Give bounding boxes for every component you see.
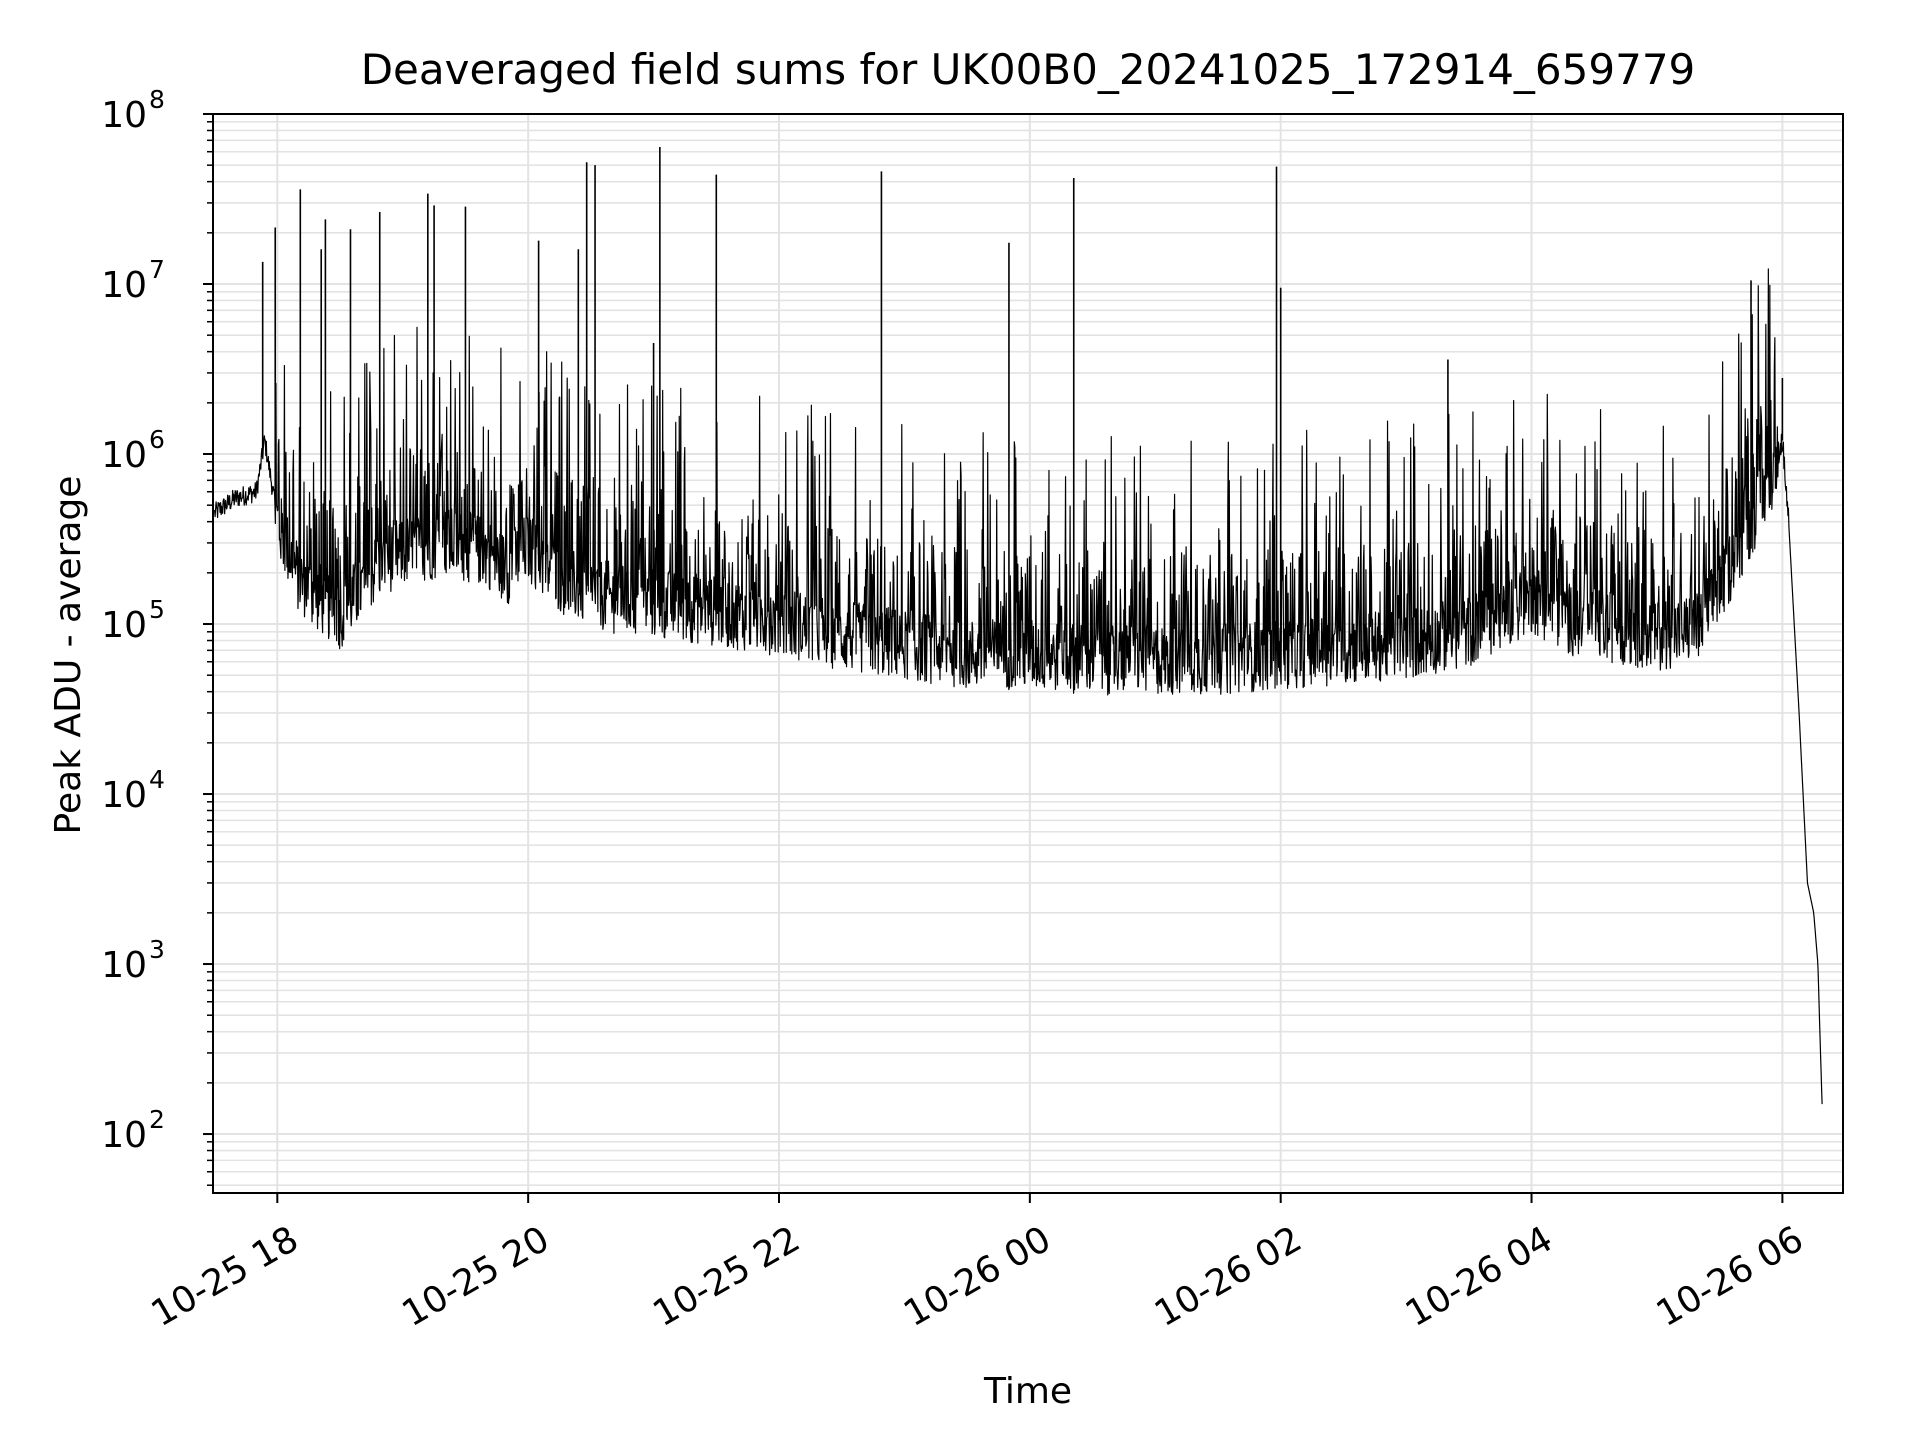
x-tick-label: 10-26 00	[897, 1219, 1058, 1335]
x-axis-label: Time	[983, 1371, 1072, 1412]
chart-title: Deaveraged field sums for UK00B0_2024102…	[361, 45, 1696, 94]
y-tick-exponent: 7	[149, 255, 165, 284]
y-tick-label: 10	[101, 945, 147, 986]
grid	[213, 113, 1843, 1193]
y-tick-exponent: 5	[149, 595, 165, 624]
series-line	[214, 268, 1823, 1105]
x-tick-label: 10-25 18	[145, 1219, 306, 1335]
y-tick-exponent: 4	[149, 765, 165, 794]
y-axis-label: Peak ADU - average	[48, 476, 89, 835]
plot-frame	[212, 113, 1844, 1194]
y-tick-exponent: 2	[149, 1105, 165, 1134]
data-series	[214, 146, 1823, 1105]
x-tick-label: 10-26 06	[1650, 1219, 1811, 1335]
y-tick-label: 10	[101, 1115, 147, 1156]
y-tick-label: 10	[101, 775, 147, 816]
y-tick-label: 10	[101, 605, 147, 646]
x-tick-label: 10-26 04	[1399, 1219, 1560, 1335]
y-tick-label: 10	[101, 435, 147, 476]
y-tick-exponent: 8	[149, 85, 165, 114]
x-axis: 10-25 18 10-25 20 10-25 22 10-26 00 10-26 02…	[145, 1193, 1811, 1335]
x-tick-label: 10-26 02	[1148, 1219, 1309, 1335]
x-tick-label: 10-25 22	[646, 1219, 807, 1335]
y-tick-exponent: 6	[149, 425, 165, 454]
y-tick-exponent: 3	[149, 935, 165, 964]
x-tick-label: 10-25 20	[395, 1219, 556, 1335]
y-tick-label: 10	[101, 265, 147, 306]
y-tick-label: 10	[101, 95, 147, 136]
